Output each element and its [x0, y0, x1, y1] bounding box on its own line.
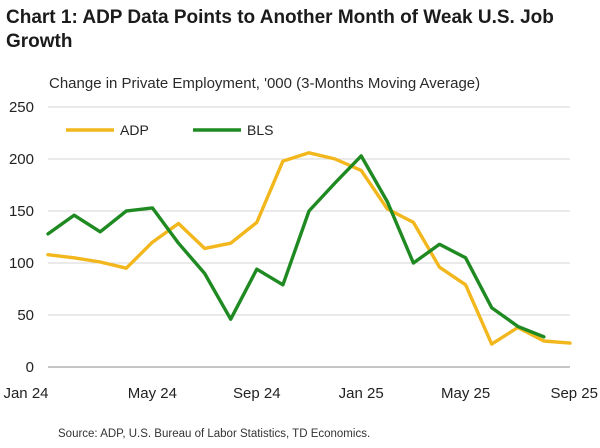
y-tick-label: 200: [9, 151, 34, 168]
x-tick-label: Sep 25: [550, 385, 598, 402]
y-tick-label: 100: [9, 255, 34, 272]
series-line-adp: [46, 151, 572, 346]
x-tick-label: Jan 24: [3, 385, 48, 402]
y-tick-label: 50: [17, 307, 34, 324]
x-tick-label: Jan 25: [339, 385, 384, 402]
chart-subtitle: Change in Private Employment, '000 (3-Mo…: [49, 75, 481, 92]
source-note: Source: ADP, U.S. Bureau of Labor Statis…: [58, 428, 371, 440]
chart-title: Chart 1: ADP Data Points to Another Mont…: [6, 7, 554, 52]
y-tick-label: 0: [26, 359, 34, 376]
x-tick-label: Sep 24: [233, 385, 281, 402]
legend-label-bls: BLS: [247, 122, 273, 138]
y-tick-label: 150: [9, 203, 34, 220]
series-line-bls: [46, 154, 546, 339]
x-tick-label: May 24: [128, 385, 177, 402]
legend-label-adp: ADP: [120, 122, 149, 138]
x-tick-label: May 25: [441, 385, 490, 402]
y-tick-label: 250: [9, 99, 34, 116]
